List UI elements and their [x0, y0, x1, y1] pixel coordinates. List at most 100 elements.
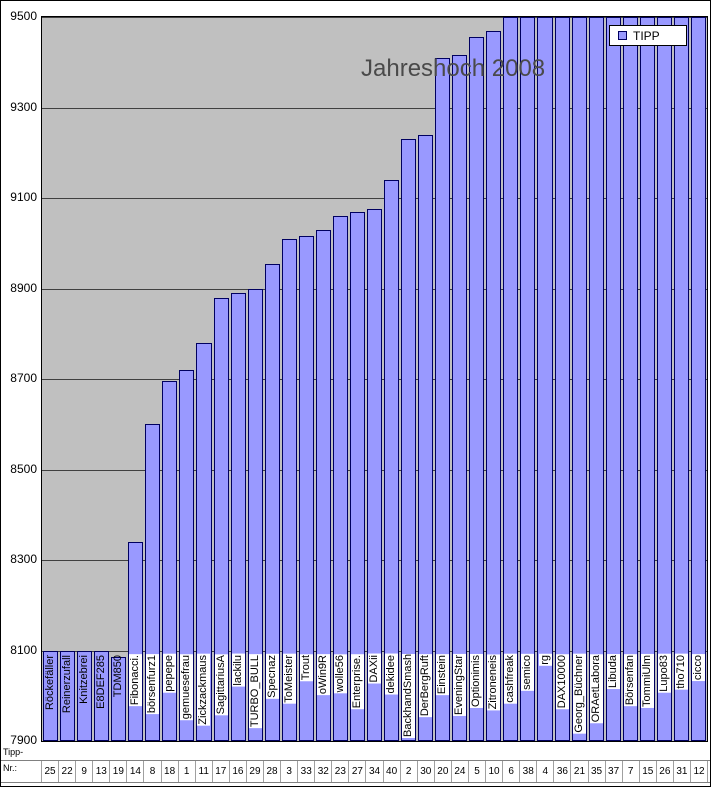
- tipp-nr-cell: 27: [349, 761, 367, 782]
- category-label: Libuda: [606, 653, 620, 689]
- chart-bar: [349, 211, 365, 741]
- chart-bar: [537, 17, 553, 741]
- y-axis-label: 7900: [10, 733, 37, 747]
- gridline: [42, 107, 707, 109]
- tipp-nr-row: 25 22 9 13 19 14 8 18 1 11 17 16 29 28 3 33 32 23 27 34 40 2 3…: [41, 761, 709, 782]
- tipp-nr-cell: 34: [366, 761, 384, 782]
- legend-series-swatch-icon: [618, 31, 627, 40]
- chart-bar: [656, 17, 672, 741]
- category-label: Trout: [299, 653, 313, 681]
- category-label: dekidee: [385, 653, 399, 695]
- tipp-nr-cell: 35: [589, 761, 606, 782]
- category-label: Enterprise.: [350, 653, 364, 709]
- tipp-nr-cell: 7: [623, 761, 640, 782]
- category-label: SagittariusA: [214, 653, 228, 715]
- chart-bar: [469, 37, 485, 741]
- tipp-nr-cell: 20: [435, 761, 452, 782]
- category-label: oWin9R: [316, 653, 330, 695]
- chart-bar: [230, 293, 246, 741]
- category-label: Fibonacci.: [129, 653, 143, 706]
- chart-bar: [366, 209, 383, 741]
- tipp-nr-cell: 1: [179, 761, 196, 782]
- tipp-nr-cell: 2: [401, 761, 418, 782]
- tipp-nr-cell: 3: [281, 761, 299, 782]
- chart-bar: [418, 134, 434, 741]
- y-axis-label: 8700: [10, 371, 37, 385]
- y-axis-label: 9100: [10, 190, 37, 204]
- category-label: TommiUlm: [640, 653, 654, 708]
- tipp-nr-cell: 4: [537, 761, 555, 782]
- tipp-nr-cell: 11: [196, 761, 213, 782]
- chart-bar: [196, 342, 212, 741]
- category-label: ORAetLabora: [589, 653, 603, 723]
- category-label: Specnaz: [265, 653, 279, 699]
- category-label: cashfreak: [504, 653, 518, 704]
- category-label: pepepe: [163, 653, 177, 693]
- tipp-nr-cell: 24: [452, 761, 469, 782]
- y-axis-label: 8900: [10, 280, 37, 295]
- chart-title: Jahreshoch 2008: [361, 55, 546, 82]
- tipp-nr-cell: 14: [127, 761, 145, 782]
- category-label: Georg_Büchner: [572, 653, 586, 734]
- chart-bar: [264, 263, 280, 741]
- category-label: E8DEF285: [95, 654, 108, 709]
- chart-bar: [43, 650, 59, 741]
- tipp-nr-cell: 33: [298, 761, 316, 782]
- category-label: Optionimis: [470, 653, 484, 708]
- category-label: DerBergRuft: [419, 653, 433, 717]
- tipp-nr-cell: 12: [691, 761, 709, 782]
- category-label: Reinerzufall: [61, 654, 74, 713]
- chart-bar: [554, 17, 570, 741]
- tipp-nr-cell: 6: [503, 761, 521, 782]
- gridline: [42, 198, 707, 199]
- chart-bar: [690, 17, 706, 741]
- category-label: lackilu: [231, 653, 245, 687]
- chart-bar: [111, 657, 127, 741]
- chart-bar: [298, 236, 314, 741]
- tipp-nr-cell: 18: [162, 761, 179, 782]
- category-label: wolle56: [333, 653, 347, 693]
- y-axis-label: 9500: [10, 9, 37, 23]
- tipp-nr-cell: 19: [110, 761, 128, 782]
- tipp-nr-cell: 5: [469, 761, 487, 782]
- chart-bar: [94, 650, 110, 741]
- tipp-nr-cell: 25: [42, 761, 60, 782]
- chart-bar: [162, 381, 178, 741]
- chart-bar: [247, 288, 263, 741]
- chart-bar: [520, 17, 536, 741]
- legend-series-label: TIPP: [633, 28, 660, 43]
- category-label: DAX10000: [555, 653, 569, 709]
- chart-bar: [315, 229, 331, 741]
- tipp-nr-cell: 28: [264, 761, 282, 782]
- category-label: TURBO_BULL: [248, 653, 262, 728]
- category-label: rg: [538, 653, 552, 666]
- category-label: BackhandSmash: [402, 653, 416, 738]
- tipp-nr-cell: 22: [59, 761, 77, 782]
- chart-bar: [213, 297, 229, 741]
- category-label: TDM850: [112, 654, 125, 697]
- category-label: Knitzebrei: [78, 654, 91, 704]
- chart-bar: [639, 17, 655, 741]
- plot-area: Röckefäller Reinerzufall Knitzebrei E8DEF28…: [41, 16, 708, 742]
- chart-bar: [435, 57, 451, 741]
- table-top-border: [1, 760, 710, 761]
- chart-bar: [128, 541, 144, 741]
- gridline: [42, 17, 707, 18]
- tipp-nr-cell: 23: [332, 761, 350, 782]
- y-axis-label: 8500: [10, 461, 37, 476]
- y-axis-label: 8100: [10, 642, 37, 657]
- tipp-nr-cell: 30: [418, 761, 435, 782]
- tipp-nr-cell: 37: [606, 761, 623, 782]
- y-axis-label: 8300: [10, 552, 37, 566]
- chart-bar: [588, 17, 604, 741]
- category-label: tho710: [674, 653, 688, 690]
- tipp-nr-cell: 15: [640, 761, 657, 782]
- category-label: ToMeister: [282, 653, 296, 704]
- chart-bar: [179, 369, 195, 741]
- category-label: Zickzackmaus: [197, 653, 211, 726]
- tipp-nr-cell: 9: [76, 761, 94, 782]
- tipp-nr-cell: 21: [571, 761, 589, 782]
- category-label: DAXii: [368, 653, 381, 684]
- chart-bar: [384, 179, 400, 741]
- chart-bar: [281, 238, 297, 741]
